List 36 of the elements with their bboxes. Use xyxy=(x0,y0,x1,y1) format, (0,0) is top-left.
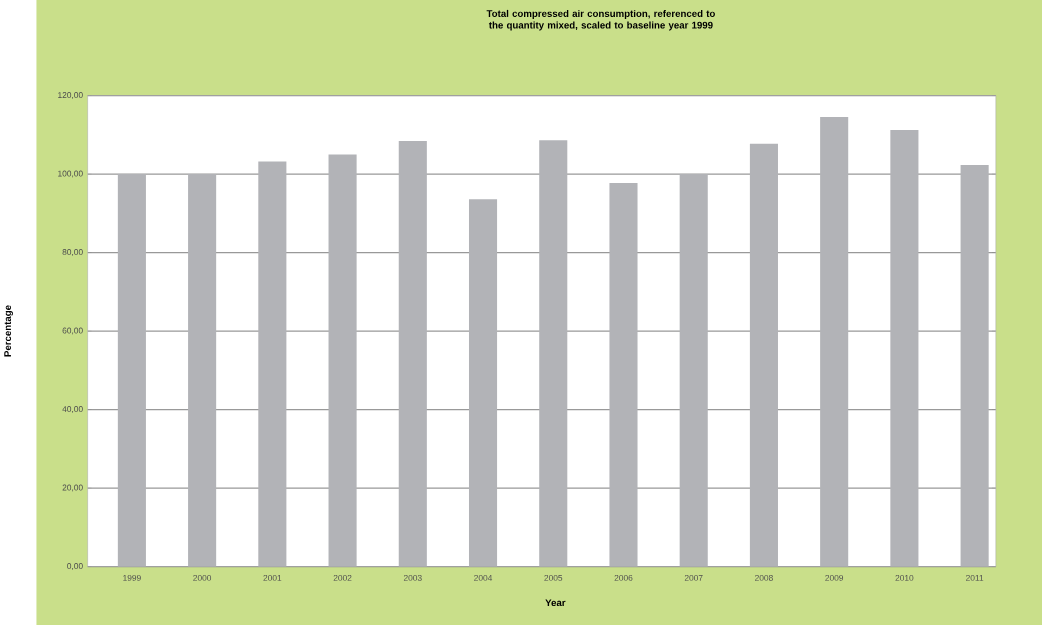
y-tick-label: 20,00 xyxy=(62,484,83,492)
x-tick-label: 2003 xyxy=(403,574,422,581)
bar xyxy=(679,173,708,567)
y-tick-label: 40,00 xyxy=(62,405,83,413)
x-tick-label: 2009 xyxy=(825,574,844,581)
x-tick-label: 2010 xyxy=(895,574,914,581)
x-tick-label: 2011 xyxy=(966,574,984,581)
bar xyxy=(609,182,638,567)
y-tick-label: 0,00 xyxy=(67,562,83,570)
bar xyxy=(820,116,849,567)
bar xyxy=(960,164,989,567)
x-tick-label: 2000 xyxy=(193,574,212,581)
x-tick-label: 2008 xyxy=(755,574,773,581)
y-tick-label: 80,00 xyxy=(62,248,83,256)
y-tick-label: 120,00 xyxy=(58,91,83,99)
x-tick-label: 2007 xyxy=(684,574,703,581)
x-axis-title: Year xyxy=(545,599,566,606)
bar xyxy=(328,154,357,567)
bar xyxy=(539,140,568,567)
y-tick-label: 60,00 xyxy=(62,327,83,335)
bar xyxy=(468,198,498,567)
bar xyxy=(890,129,919,567)
y-tick-label: 100,00 xyxy=(58,170,83,178)
bar xyxy=(258,161,287,567)
bar xyxy=(749,143,778,567)
x-tick-label: 2001 xyxy=(263,574,282,581)
x-tick-label: 2006 xyxy=(614,574,633,581)
bar xyxy=(188,173,217,567)
x-tick-label: 1999 xyxy=(123,574,141,581)
y-axis-title: Percentage xyxy=(4,305,13,357)
x-tick-label: 2004 xyxy=(474,574,493,581)
x-tick-label: 2005 xyxy=(544,574,563,581)
x-tick-label: 2002 xyxy=(333,574,352,581)
bar xyxy=(117,173,146,567)
bar xyxy=(398,140,427,567)
chart-title: Total compressed air consumption, referenced to the quantity mixed, scaled to baseline year 1999 xyxy=(486,9,715,31)
